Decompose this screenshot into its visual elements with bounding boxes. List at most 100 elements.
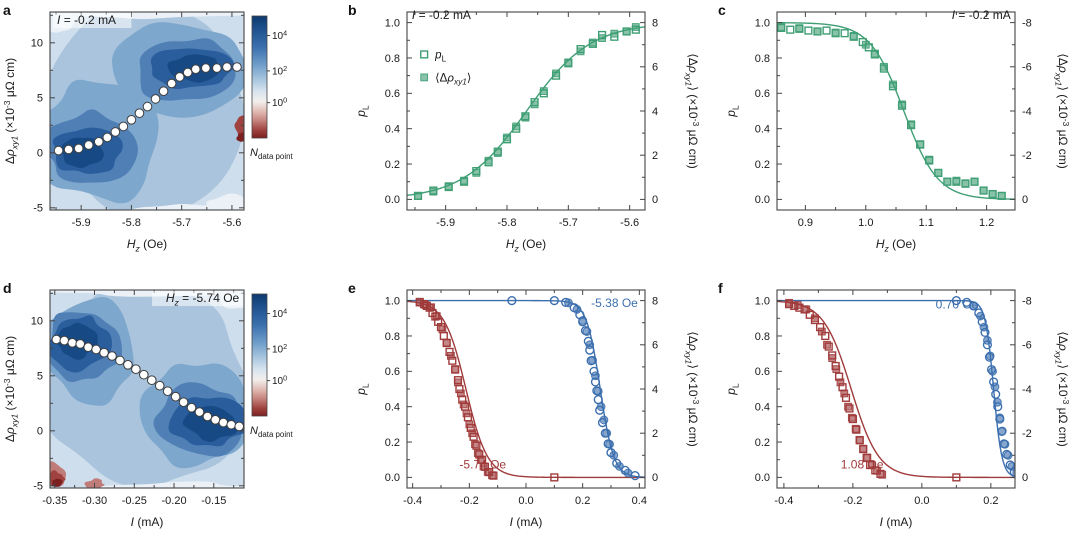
mean-point — [158, 86, 169, 96]
colorbar — [251, 15, 268, 139]
colorbar-title: Ndata point — [250, 147, 293, 161]
x-tick-label: -0.15 — [201, 495, 226, 507]
mean-point — [99, 347, 109, 358]
data-point — [889, 80, 897, 89]
mean-point — [115, 355, 125, 366]
data-point — [503, 133, 511, 142]
y2-tick-label: 0 — [652, 472, 658, 484]
series-avg-drho-filled — [414, 23, 640, 200]
series-blue-drho-filled — [969, 301, 1015, 478]
data-point — [598, 34, 606, 42]
fit-line — [777, 22, 1015, 200]
data-point — [460, 176, 468, 185]
data-point — [438, 325, 447, 334]
data-point — [870, 49, 879, 58]
data-point — [990, 382, 1000, 392]
y-axis-title: pL — [354, 105, 370, 118]
y2-tick-label: 0 — [1022, 194, 1028, 206]
mean-point — [126, 115, 137, 125]
y-tick-label: 0.8 — [385, 331, 400, 343]
data-layer — [407, 23, 645, 200]
panel-c-letter: c — [718, 2, 726, 18]
y2-tick-label: -8 — [1022, 17, 1032, 29]
axes: -0.35 -0.30 -0.25 -0.20 -0.15 -5 0 5 10 — [31, 290, 244, 507]
x-tick-label: 1.2 — [979, 217, 994, 229]
mean-point — [73, 143, 84, 154]
y2-tick-label: -8 — [1022, 295, 1032, 307]
data-point — [813, 27, 822, 36]
mean-point — [182, 67, 193, 78]
data-point — [969, 301, 979, 311]
y-axis-title: pL — [724, 105, 740, 118]
mean-point — [212, 63, 222, 73]
colorbar-tick-label: 100 — [272, 374, 287, 388]
data-point — [578, 316, 588, 325]
x-tick-label: 0.0 — [914, 495, 929, 507]
y2-tick-label: 4 — [652, 384, 658, 396]
y-tick-label: 1.0 — [385, 295, 400, 307]
mean-point — [107, 351, 117, 361]
x-tick-label: -0.4 — [403, 495, 422, 507]
y-axis-title: pL — [354, 383, 370, 396]
colorbar-tick-label: 100 — [272, 96, 287, 110]
annotation: Hz = -5.74 Oe — [166, 291, 240, 307]
y-tick-label: 0.0 — [385, 194, 400, 206]
plot-frame — [49, 11, 245, 211]
data-point — [462, 409, 471, 418]
mean-point — [202, 411, 213, 422]
y-tick-label: 0.0 — [385, 472, 400, 484]
y-tick-label: 5 — [37, 371, 43, 383]
x-tick-label: -5.6 — [222, 217, 241, 229]
plot-frame — [49, 289, 245, 489]
data-point — [593, 386, 603, 396]
data-point — [916, 140, 925, 149]
data-point — [539, 87, 548, 96]
data-point — [840, 389, 849, 398]
y2-tick-label: 0 — [652, 194, 658, 206]
x-tick-label: -0.2 — [843, 495, 862, 507]
mean-point — [83, 342, 93, 352]
data-point — [479, 462, 488, 471]
axes: -5.9 -5.8 -5.7 -5.6 -5 0 5 10 — [31, 12, 244, 229]
y-tick-label: 0.2 — [755, 159, 770, 171]
data-point — [861, 40, 870, 49]
panel-e-chart: -0.4 -0.2 0.0 0.2 0.4 0.0 0.2 0.4 0.6 0.8 1.0 0 2 4 6 8… — [354, 289, 701, 529]
data-point — [572, 305, 582, 314]
data-point — [962, 297, 972, 307]
data-layer — [777, 22, 1015, 200]
y2-axis-title: ⟨Δρxy1⟩ (×10-3 μΩ cm) — [1054, 53, 1072, 169]
data-point — [979, 186, 988, 195]
data-point — [832, 365, 841, 374]
mean-point — [139, 369, 149, 380]
y-tick-label: 0.4 — [385, 123, 400, 135]
annotation: -5.74 Oe — [459, 458, 506, 472]
colorbar-tick-label: 104 — [272, 307, 287, 321]
y-axis-title: Δρxy1 (×10-3 μΩ cm) — [2, 336, 20, 442]
data-point — [840, 29, 849, 38]
y-tick-label: 1.0 — [385, 17, 400, 29]
data-point — [934, 168, 943, 177]
data-point — [472, 168, 481, 177]
mean-point — [154, 380, 165, 391]
data-point — [847, 413, 856, 422]
data-point — [1000, 439, 1010, 449]
mean-point — [232, 62, 242, 72]
data-point — [863, 453, 872, 462]
x-tick-label: -5.7 — [559, 217, 578, 229]
y-axis-title: Δρxy1 (×10-3 μΩ cm) — [2, 58, 20, 164]
data-point — [785, 298, 793, 307]
data-point — [596, 402, 606, 412]
data-point — [420, 50, 429, 59]
panel-a: a -5.9 -5.8 -5.7 -5.6 -5 0 5 10 Hz (Oe) Δρxy1 (×1… — [0, 0, 340, 272]
y2-tick-label: 6 — [652, 340, 658, 352]
x-tick-label: -5.9 — [72, 217, 91, 229]
series-blue-pL-open — [507, 296, 640, 481]
data-point — [817, 327, 826, 336]
mean-point — [226, 419, 237, 430]
panel-f-chart: -0.4 -0.2 0.0 0.2 0.0 0.2 0.4 0.6 0.8 1.0 -8 -6 -4 -2… — [724, 289, 1071, 529]
mean-point — [131, 364, 141, 374]
data-point — [484, 156, 493, 165]
y-tick-label: 0.4 — [385, 401, 400, 413]
annotation: I = -0.2 mA — [952, 8, 1011, 22]
